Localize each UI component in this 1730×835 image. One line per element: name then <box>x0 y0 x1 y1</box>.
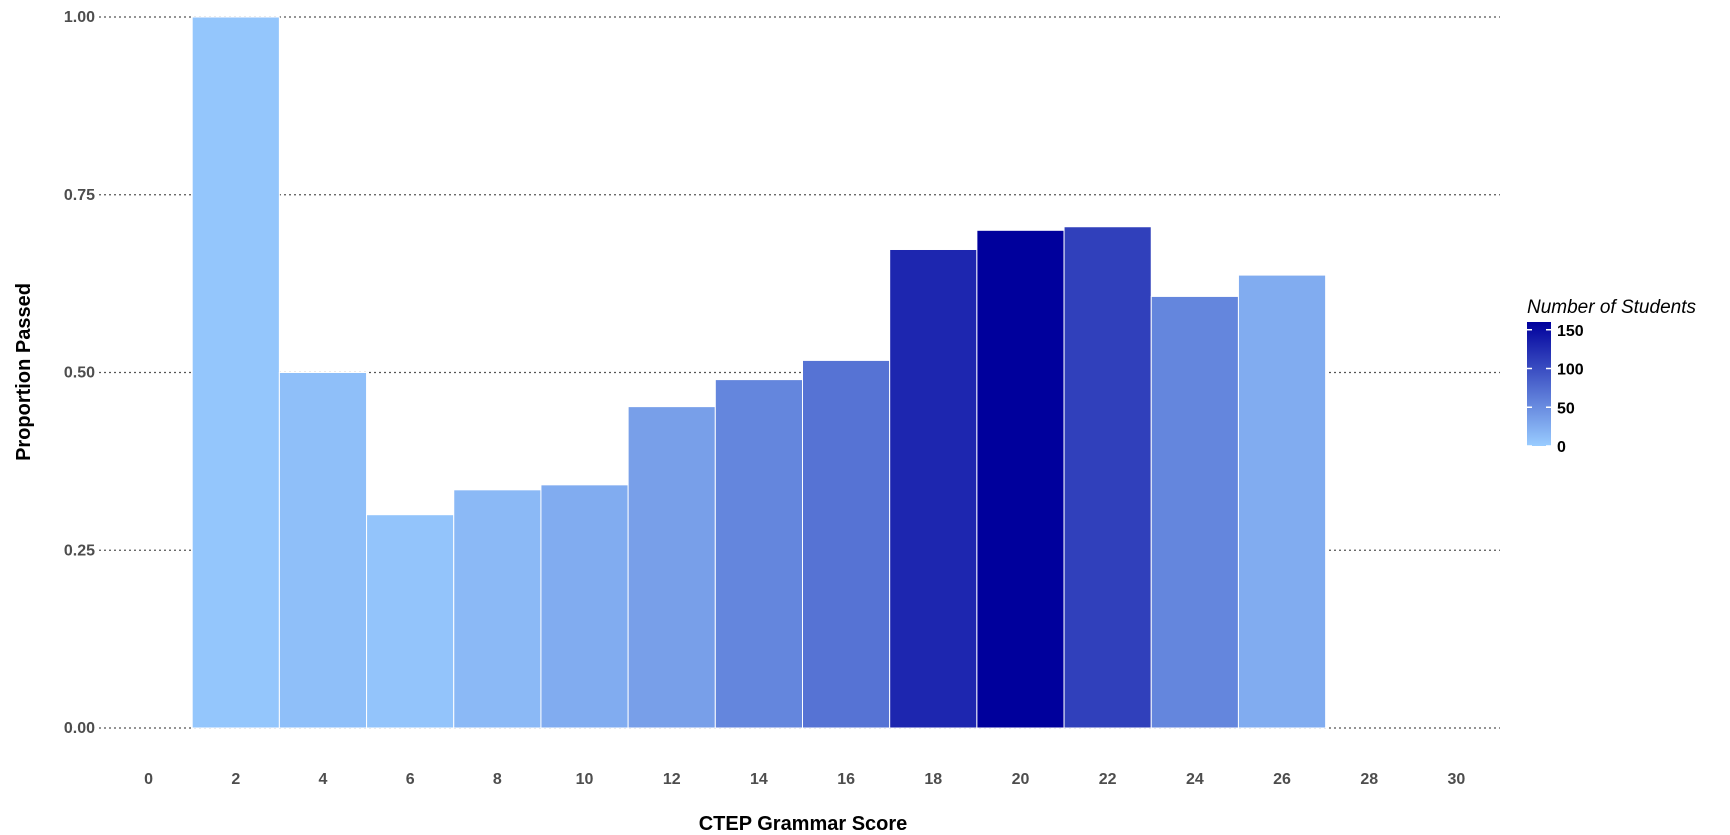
y-tick-label: 0.75 <box>64 187 95 204</box>
legend-title: Number of Students <box>1527 297 1696 318</box>
y-axis-ticks: 0.00 0.25 0.50 0.75 1.00 <box>64 9 95 737</box>
bar <box>1237 274 1327 729</box>
x-tick-label: 8 <box>493 771 502 788</box>
bar <box>976 229 1065 729</box>
legend-label: 0 <box>1557 439 1566 456</box>
legend-color-bar <box>1527 322 1551 446</box>
x-tick-label: 28 <box>1360 771 1378 788</box>
x-tick-label: 12 <box>663 771 681 788</box>
x-axis-title: CTEP Grammar Score <box>699 813 908 835</box>
legend-label: 100 <box>1557 362 1584 379</box>
x-tick-label: 16 <box>837 771 855 788</box>
y-axis-title: Proportion Passed <box>13 283 35 461</box>
bar <box>1063 226 1152 729</box>
bars <box>191 16 1327 729</box>
x-tick-label: 10 <box>576 771 594 788</box>
x-tick-label: 2 <box>231 771 240 788</box>
y-tick-label: 0.00 <box>64 720 95 737</box>
bar <box>1150 295 1239 729</box>
bar <box>366 514 455 729</box>
y-tick-label: 1.00 <box>64 9 95 26</box>
legend-label: 150 <box>1557 323 1584 340</box>
x-tick-label: 18 <box>924 771 942 788</box>
x-tick-label: 30 <box>1448 771 1466 788</box>
bar <box>889 248 978 729</box>
x-tick-label: 22 <box>1099 771 1117 788</box>
bar <box>453 489 542 729</box>
bar <box>714 379 803 729</box>
bar <box>540 484 629 729</box>
x-tick-label: 26 <box>1273 771 1291 788</box>
y-tick-label: 0.50 <box>64 365 95 382</box>
x-tick-label: 24 <box>1186 771 1204 788</box>
x-tick-label: 4 <box>319 771 328 788</box>
bar <box>627 406 716 729</box>
x-tick-label: 14 <box>750 771 768 788</box>
x-axis-ticks: 0 2 4 6 8 10 12 14 16 18 20 22 24 26 28 30 <box>144 771 1465 788</box>
y-tick-label: 0.25 <box>64 542 95 559</box>
bar <box>191 16 280 729</box>
bar <box>802 359 891 729</box>
x-tick-label: 6 <box>406 771 415 788</box>
legend: Number of Students 150 100 50 0 <box>1527 297 1696 456</box>
bar <box>278 372 368 729</box>
x-tick-label: 0 <box>144 771 153 788</box>
x-tick-label: 20 <box>1012 771 1030 788</box>
legend-label: 50 <box>1557 400 1575 417</box>
